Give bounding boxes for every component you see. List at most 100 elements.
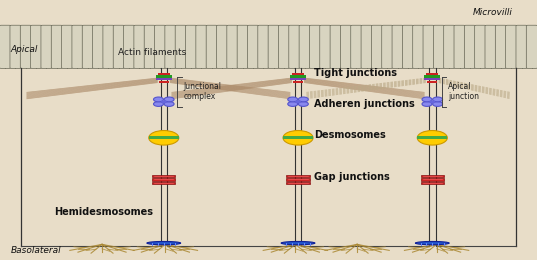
FancyBboxPatch shape — [506, 25, 517, 68]
Circle shape — [299, 102, 308, 106]
FancyBboxPatch shape — [340, 25, 352, 68]
FancyBboxPatch shape — [124, 25, 135, 68]
Text: Microvilli: Microvilli — [473, 8, 512, 17]
FancyBboxPatch shape — [0, 25, 11, 68]
Bar — [420, 182, 444, 184]
FancyBboxPatch shape — [258, 25, 269, 68]
FancyBboxPatch shape — [465, 25, 475, 68]
Circle shape — [295, 100, 301, 103]
Bar — [424, 75, 440, 77]
Bar — [417, 136, 447, 139]
FancyBboxPatch shape — [72, 25, 83, 68]
Bar — [286, 182, 310, 184]
FancyBboxPatch shape — [413, 25, 424, 68]
FancyBboxPatch shape — [92, 25, 104, 68]
Circle shape — [149, 131, 179, 145]
FancyBboxPatch shape — [227, 25, 238, 68]
Bar — [292, 73, 304, 75]
Bar — [158, 73, 170, 75]
Bar — [156, 75, 172, 77]
Circle shape — [430, 100, 436, 103]
FancyBboxPatch shape — [402, 25, 413, 68]
Circle shape — [164, 102, 174, 106]
Bar — [152, 182, 176, 184]
Circle shape — [161, 100, 166, 103]
FancyBboxPatch shape — [144, 25, 155, 68]
FancyBboxPatch shape — [31, 25, 42, 68]
FancyBboxPatch shape — [526, 25, 537, 68]
Circle shape — [422, 97, 432, 102]
FancyBboxPatch shape — [216, 25, 228, 68]
FancyBboxPatch shape — [113, 25, 124, 68]
FancyBboxPatch shape — [444, 25, 455, 68]
FancyBboxPatch shape — [62, 25, 72, 68]
Bar — [420, 175, 444, 177]
Bar — [156, 78, 172, 80]
FancyBboxPatch shape — [82, 25, 93, 68]
FancyBboxPatch shape — [10, 25, 21, 68]
FancyBboxPatch shape — [206, 25, 217, 68]
FancyBboxPatch shape — [51, 25, 62, 68]
Bar — [290, 78, 306, 80]
FancyBboxPatch shape — [103, 25, 114, 68]
FancyBboxPatch shape — [485, 25, 496, 68]
Text: Apical
junction: Apical junction — [448, 82, 480, 101]
Circle shape — [283, 131, 313, 145]
Ellipse shape — [281, 242, 315, 245]
FancyBboxPatch shape — [299, 25, 310, 68]
Circle shape — [154, 102, 163, 106]
FancyBboxPatch shape — [372, 25, 382, 68]
FancyBboxPatch shape — [309, 25, 321, 68]
Bar — [424, 78, 440, 80]
Text: Apical: Apical — [11, 45, 38, 54]
Bar — [286, 175, 310, 177]
FancyBboxPatch shape — [237, 25, 248, 68]
Ellipse shape — [147, 242, 180, 245]
Circle shape — [154, 97, 163, 102]
FancyBboxPatch shape — [268, 25, 279, 68]
FancyBboxPatch shape — [454, 25, 465, 68]
Bar — [152, 178, 176, 181]
FancyBboxPatch shape — [289, 25, 300, 68]
Bar — [293, 81, 303, 83]
Circle shape — [299, 97, 308, 102]
Text: Tight junctions: Tight junctions — [314, 68, 397, 78]
Text: Hemidesmosomes: Hemidesmosomes — [54, 207, 153, 217]
FancyBboxPatch shape — [279, 25, 289, 68]
FancyBboxPatch shape — [155, 25, 165, 68]
Bar — [286, 178, 310, 181]
Bar — [427, 81, 437, 83]
Bar — [420, 178, 444, 181]
Text: Adheren junctions: Adheren junctions — [314, 99, 415, 109]
FancyBboxPatch shape — [175, 25, 186, 68]
FancyBboxPatch shape — [361, 25, 372, 68]
Text: Desmosomes: Desmosomes — [314, 130, 386, 140]
FancyBboxPatch shape — [41, 25, 52, 68]
Circle shape — [422, 102, 432, 106]
Bar — [149, 136, 179, 139]
Ellipse shape — [416, 242, 449, 245]
Circle shape — [164, 97, 174, 102]
Bar — [152, 175, 176, 177]
FancyBboxPatch shape — [320, 25, 331, 68]
FancyBboxPatch shape — [134, 25, 145, 68]
Text: Actin filaments: Actin filaments — [118, 48, 186, 56]
FancyBboxPatch shape — [382, 25, 393, 68]
Bar — [283, 136, 313, 139]
FancyBboxPatch shape — [423, 25, 434, 68]
FancyBboxPatch shape — [495, 25, 506, 68]
FancyBboxPatch shape — [196, 25, 207, 68]
FancyBboxPatch shape — [165, 25, 176, 68]
FancyBboxPatch shape — [20, 25, 31, 68]
Circle shape — [433, 97, 442, 102]
Circle shape — [417, 131, 447, 145]
Bar — [290, 75, 306, 77]
Bar — [159, 81, 169, 83]
Bar — [426, 73, 438, 75]
Circle shape — [288, 97, 297, 102]
Circle shape — [433, 102, 442, 106]
FancyBboxPatch shape — [516, 25, 527, 68]
FancyBboxPatch shape — [185, 25, 197, 68]
FancyBboxPatch shape — [433, 25, 445, 68]
Text: Gap junctions: Gap junctions — [314, 172, 390, 182]
